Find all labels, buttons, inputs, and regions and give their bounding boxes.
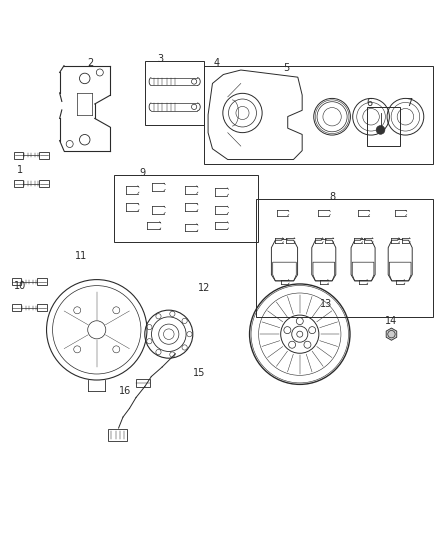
Text: 8: 8: [329, 192, 336, 201]
Text: 6: 6: [367, 98, 373, 108]
Bar: [114, 175, 258, 243]
Text: 5: 5: [283, 63, 290, 73]
Text: 2: 2: [87, 59, 93, 68]
Text: 14: 14: [385, 316, 398, 326]
Text: 9: 9: [140, 168, 146, 177]
Bar: [37, 304, 46, 311]
Text: 12: 12: [198, 284, 210, 293]
Polygon shape: [386, 328, 397, 340]
Bar: [12, 278, 21, 285]
Text: 15: 15: [193, 368, 205, 378]
Bar: [14, 152, 23, 159]
Bar: [12, 304, 21, 311]
Text: 7: 7: [406, 98, 412, 108]
Bar: [204, 66, 433, 164]
Text: 4: 4: [214, 59, 220, 68]
Bar: [145, 61, 204, 125]
Bar: [39, 180, 49, 187]
Text: 3: 3: [157, 54, 163, 64]
Text: 16: 16: [119, 386, 131, 396]
Text: 11: 11: [75, 251, 88, 261]
Bar: [256, 199, 433, 317]
Bar: [136, 379, 150, 386]
Text: 1: 1: [17, 165, 23, 175]
Bar: [39, 152, 49, 159]
Text: 13: 13: [320, 298, 332, 309]
Bar: [37, 278, 46, 285]
Bar: [108, 429, 127, 441]
Bar: [14, 180, 23, 187]
Text: 10: 10: [14, 281, 26, 291]
Circle shape: [376, 126, 385, 134]
Bar: [367, 107, 400, 147]
